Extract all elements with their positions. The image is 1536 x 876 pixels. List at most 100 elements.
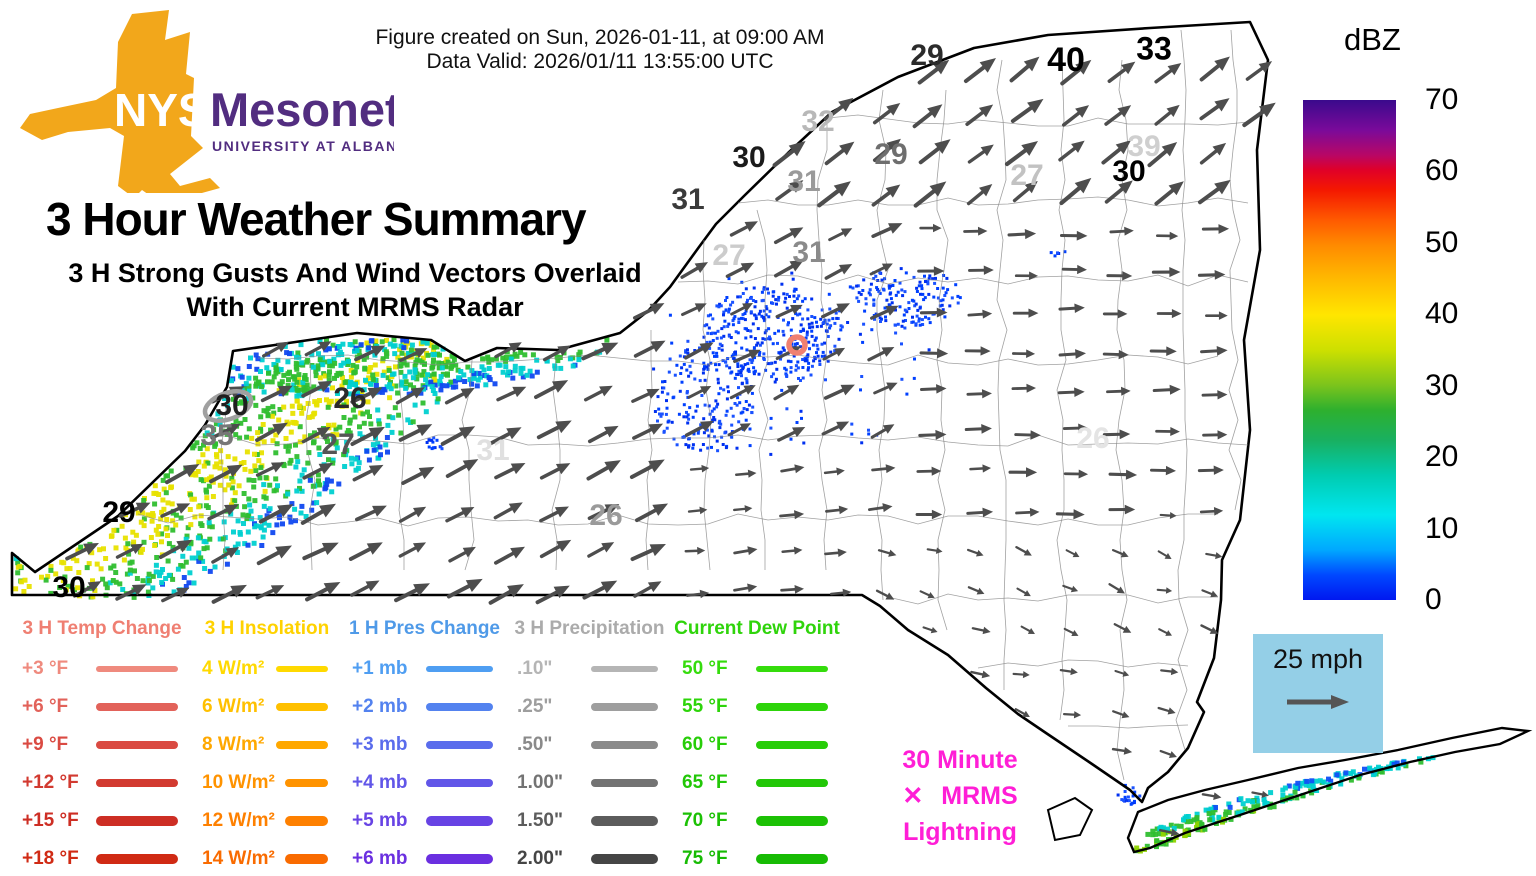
legend-row-label: 60 °F bbox=[682, 734, 728, 755]
gust-value-label: 31 bbox=[792, 236, 825, 269]
legend-column: Current Dew Point 50 °F 55 °F 60 °F 65 °F 70 … bbox=[672, 614, 842, 876]
legend-line-swatch bbox=[276, 741, 328, 749]
gust-value-label: 29 bbox=[102, 496, 135, 529]
gust-value-label: 29 bbox=[874, 138, 907, 171]
gust-value-label: 31 bbox=[476, 434, 509, 467]
legend-line-swatch bbox=[426, 741, 493, 749]
legend-line-swatch bbox=[284, 854, 328, 864]
legend-row-label: 12 W/m² bbox=[202, 810, 275, 831]
legend-row-label: +3 °F bbox=[22, 658, 69, 679]
title-block: 3 Hour Weather Summary 3 H Strong Gusts … bbox=[30, 192, 680, 323]
lightning-note: 30 Minute ✕ MRMS Lightning bbox=[872, 742, 1048, 850]
legend-row: +5 mb bbox=[342, 802, 507, 840]
legend-row-label: +4 mb bbox=[352, 772, 408, 793]
legend-row: 6 W/m² bbox=[192, 688, 342, 726]
legend-column: 3 H Precipitation .10" .25" .50" 1.00" 1.50" 2… bbox=[507, 614, 672, 876]
alert-circle-marker bbox=[786, 334, 808, 356]
legend-row-label: 8 W/m² bbox=[202, 734, 265, 755]
legend-row: +9 °F bbox=[12, 726, 192, 764]
legend-line-swatch bbox=[426, 778, 493, 788]
legend-row-label: 65 °F bbox=[682, 772, 728, 793]
legend-column-header: Current Dew Point bbox=[674, 618, 840, 639]
lightning-line3: Lightning bbox=[903, 818, 1017, 846]
legend-row: 2.00" bbox=[507, 840, 672, 876]
colorbar-tick: 40 bbox=[1425, 297, 1459, 331]
legend-column-header: 3 H Temp Change bbox=[22, 618, 182, 639]
legend-line-swatch bbox=[591, 778, 658, 788]
legend-column: 1 H Pres Change +1 mb +2 mb +3 mb +4 mb +5 mb… bbox=[342, 614, 507, 876]
legend-line-swatch bbox=[756, 703, 828, 711]
legend-row: +12 °F bbox=[12, 764, 192, 802]
legend-row: +6 mb bbox=[342, 840, 507, 876]
gust-value-label: 26 bbox=[333, 382, 366, 415]
gust-value-label: 35 bbox=[200, 419, 233, 452]
legend-line-swatch bbox=[591, 741, 658, 749]
lightning-x-icon: ✕ bbox=[902, 782, 924, 810]
legend-row: +1 mb bbox=[342, 650, 507, 688]
legend-row: 60 °F bbox=[672, 726, 842, 764]
subtitle-line2: With Current MRMS Radar bbox=[186, 292, 524, 322]
legend-row: 55 °F bbox=[672, 688, 842, 726]
legend-line-swatch bbox=[96, 778, 178, 788]
legend-row-label: 70 °F bbox=[682, 810, 728, 831]
legend-row-label: 1.00" bbox=[517, 772, 563, 793]
legend-line-swatch bbox=[276, 703, 328, 711]
legend-line-swatch bbox=[96, 816, 178, 826]
legend-row: .10" bbox=[507, 650, 672, 688]
legend-row-label: 10 W/m² bbox=[202, 772, 275, 793]
legend-line-swatch bbox=[426, 703, 493, 711]
lightning-line1: 30 Minute bbox=[902, 746, 1018, 774]
legend-row: 12 W/m² bbox=[192, 802, 342, 840]
legend-row-label: 50 °F bbox=[682, 658, 728, 679]
legend-row-label: +1 mb bbox=[352, 658, 408, 679]
legend-column: 3 H Insolation 4 W/m² 6 W/m² 8 W/m² 10 W/m² 1… bbox=[192, 614, 342, 876]
legend-row-label: +2 mb bbox=[352, 696, 408, 717]
gust-value-label: 30 bbox=[1112, 155, 1145, 188]
gust-value-label: 27 bbox=[1010, 159, 1043, 192]
staten-island-border bbox=[1046, 796, 1094, 842]
colorbar-tick: 70 bbox=[1425, 83, 1459, 116]
legend-row: 8 W/m² bbox=[192, 726, 342, 764]
colorbar-tick: 50 bbox=[1425, 225, 1459, 259]
gust-value-label: 30 bbox=[732, 141, 765, 174]
station-circle-marker bbox=[202, 389, 254, 423]
legend-row-label: +18 °F bbox=[22, 848, 79, 869]
legend-row-label: 1.50" bbox=[517, 810, 563, 831]
legend-line-swatch bbox=[284, 816, 328, 826]
logo-mesonet-text: Mesonet bbox=[210, 83, 394, 136]
gust-value-label: 32 bbox=[801, 105, 834, 138]
wind-arrows-layer bbox=[65, 56, 1276, 837]
legend-row-label: 75 °F bbox=[682, 848, 728, 869]
legend-row: 75 °F bbox=[672, 840, 842, 876]
legend-line-swatch bbox=[591, 816, 658, 826]
gust-value-label: 40 bbox=[1047, 41, 1085, 79]
legend-line-swatch bbox=[426, 854, 493, 864]
legend-line-swatch bbox=[426, 665, 493, 673]
colorbar-title: dBZ bbox=[1344, 22, 1401, 57]
gust-value-label: 30 bbox=[215, 389, 248, 422]
legend-line-swatch bbox=[276, 665, 328, 673]
legend-row: 1.00" bbox=[507, 764, 672, 802]
legend-line-swatch bbox=[591, 665, 658, 673]
state-border bbox=[10, 20, 1270, 804]
legend-row-label: +12 °F bbox=[22, 772, 79, 793]
legend-row-label: +6 mb bbox=[352, 848, 408, 869]
legend-column-header: 3 H Insolation bbox=[204, 618, 330, 639]
legend-row-label: .25" bbox=[517, 696, 553, 717]
wind-reference-box: 25 mph bbox=[1253, 634, 1383, 753]
legend-line-swatch bbox=[96, 703, 178, 711]
gust-value-label: 26 bbox=[1076, 422, 1109, 455]
legend-column-header: 1 H Pres Change bbox=[349, 618, 500, 639]
subtitle-line1: 3 H Strong Gusts And Wind Vectors Overla… bbox=[68, 258, 642, 288]
gust-value-label: 39 bbox=[1127, 130, 1160, 163]
legend-row-label: +6 °F bbox=[22, 696, 69, 717]
logo-nys-text: NYS bbox=[114, 84, 209, 136]
logo-tagline-text: UNIVERSITY AT ALBANY bbox=[212, 138, 394, 154]
gust-value-label: 31 bbox=[787, 165, 820, 198]
valid-line: Data Valid: 2026/01/11 13:55:00 UTC bbox=[426, 50, 774, 73]
gust-value-label: 30 bbox=[52, 571, 85, 604]
legend-row: 50 °F bbox=[672, 650, 842, 688]
